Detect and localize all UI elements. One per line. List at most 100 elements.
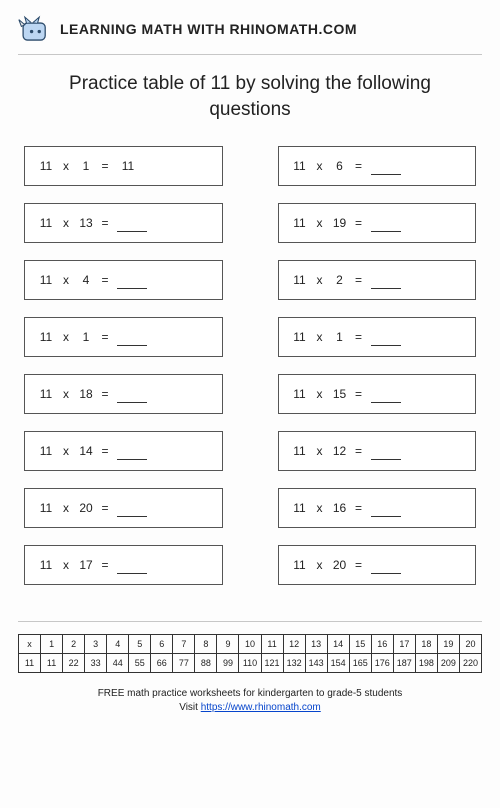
ref-data-cell: 154 xyxy=(327,654,349,673)
ref-header-cell: x xyxy=(19,635,41,654)
operand-b: 17 xyxy=(75,558,97,572)
operand-a: 11 xyxy=(289,330,311,344)
operand-b: 12 xyxy=(329,444,351,458)
operand-b: 6 xyxy=(329,159,351,173)
equals-sign: = xyxy=(97,387,113,401)
operand-a: 11 xyxy=(35,330,57,344)
operator: x xyxy=(311,387,329,401)
ref-header-cell: 17 xyxy=(393,635,415,654)
question-box: 11x15= xyxy=(278,374,477,414)
ref-data-cell: 55 xyxy=(129,654,151,673)
question-box: 11x12= xyxy=(278,431,477,471)
answer-blank[interactable] xyxy=(371,564,401,574)
operand-a: 11 xyxy=(35,444,57,458)
ref-data-cell: 220 xyxy=(459,654,481,673)
equals-sign: = xyxy=(351,273,367,287)
operator: x xyxy=(57,159,75,173)
equals-sign: = xyxy=(97,558,113,572)
operator: x xyxy=(57,273,75,287)
operand-b: 4 xyxy=(75,273,97,287)
operand-b: 15 xyxy=(329,387,351,401)
answer-blank[interactable] xyxy=(371,393,401,403)
header: LEARNING MATH WITH RHINOMATH.COM xyxy=(18,14,482,44)
answer-blank[interactable] xyxy=(117,564,147,574)
ref-data-cell: 22 xyxy=(63,654,85,673)
operator: x xyxy=(311,216,329,230)
question-box: 11x18= xyxy=(24,374,223,414)
operator: x xyxy=(311,273,329,287)
equals-sign: = xyxy=(97,273,113,287)
answer-blank[interactable] xyxy=(371,450,401,460)
ref-header-cell: 16 xyxy=(371,635,393,654)
answer-blank[interactable] xyxy=(117,222,147,232)
ref-data-cell: 11 xyxy=(19,654,41,673)
answer-blank[interactable] xyxy=(117,279,147,289)
operand-b: 1 xyxy=(75,159,97,173)
ref-header-cell: 11 xyxy=(261,635,283,654)
operand-a: 11 xyxy=(289,273,311,287)
reference-header-row: x1234567891011121314151617181920 xyxy=(19,635,482,654)
operand-b: 2 xyxy=(329,273,351,287)
ref-data-cell: 88 xyxy=(195,654,217,673)
operand-b: 14 xyxy=(75,444,97,458)
question-box: 11x4= xyxy=(24,260,223,300)
operand-a: 11 xyxy=(35,159,57,173)
equals-sign: = xyxy=(97,159,113,173)
question-box: 11x1= xyxy=(24,317,223,357)
equals-sign: = xyxy=(97,444,113,458)
operand-a: 11 xyxy=(35,558,57,572)
equals-sign: = xyxy=(351,444,367,458)
operand-b: 1 xyxy=(75,330,97,344)
ref-header-cell: 7 xyxy=(173,635,195,654)
answer-blank[interactable] xyxy=(117,393,147,403)
answer-blank[interactable] xyxy=(371,165,401,175)
answer-blank[interactable] xyxy=(371,222,401,232)
answer-blank[interactable] xyxy=(371,336,401,346)
operand-a: 11 xyxy=(35,501,57,515)
answer-blank[interactable] xyxy=(371,507,401,517)
answer-blank[interactable] xyxy=(117,450,147,460)
operand-a: 11 xyxy=(35,216,57,230)
operand-a: 11 xyxy=(289,444,311,458)
operator: x xyxy=(311,330,329,344)
operand-b: 13 xyxy=(75,216,97,230)
ref-header-cell: 20 xyxy=(459,635,481,654)
operator: x xyxy=(311,501,329,515)
operand-b: 1 xyxy=(329,330,351,344)
equals-sign: = xyxy=(351,558,367,572)
site-name: LEARNING MATH WITH RHINOMATH.COM xyxy=(60,21,357,37)
equals-sign: = xyxy=(351,501,367,515)
operator: x xyxy=(57,558,75,572)
operand-a: 11 xyxy=(289,501,311,515)
rhino-logo-icon xyxy=(18,14,52,44)
operand-b: 19 xyxy=(329,216,351,230)
operand-b: 20 xyxy=(75,501,97,515)
answer-blank[interactable] xyxy=(371,279,401,289)
equals-sign: = xyxy=(97,501,113,515)
operand-b: 18 xyxy=(75,387,97,401)
ref-header-cell: 1 xyxy=(41,635,63,654)
ref-data-cell: 66 xyxy=(151,654,173,673)
footer-divider xyxy=(18,621,482,622)
ref-header-cell: 9 xyxy=(217,635,239,654)
operator: x xyxy=(57,444,75,458)
answer-blank[interactable] xyxy=(117,507,147,517)
answer-value: 11 xyxy=(113,159,143,173)
footer: FREE math practice worksheets for kinder… xyxy=(18,687,482,715)
operator: x xyxy=(57,501,75,515)
ref-header-cell: 5 xyxy=(129,635,151,654)
question-box: 11x13= xyxy=(24,203,223,243)
ref-header-cell: 14 xyxy=(327,635,349,654)
question-box: 11x20= xyxy=(278,545,477,585)
questions-grid: 11x1=1111x6=11x13=11x19=11x4=11x2=11x1=1… xyxy=(18,146,482,585)
answer-blank[interactable] xyxy=(117,336,147,346)
equals-sign: = xyxy=(351,159,367,173)
ref-header-cell: 3 xyxy=(85,635,107,654)
ref-header-cell: 10 xyxy=(239,635,261,654)
question-box: 11x16= xyxy=(278,488,477,528)
reference-table: x1234567891011121314151617181920 1111223… xyxy=(18,634,482,673)
operand-a: 11 xyxy=(35,273,57,287)
equals-sign: = xyxy=(351,387,367,401)
footer-link[interactable]: https://www.rhinomath.com xyxy=(201,702,321,713)
operand-b: 20 xyxy=(329,558,351,572)
